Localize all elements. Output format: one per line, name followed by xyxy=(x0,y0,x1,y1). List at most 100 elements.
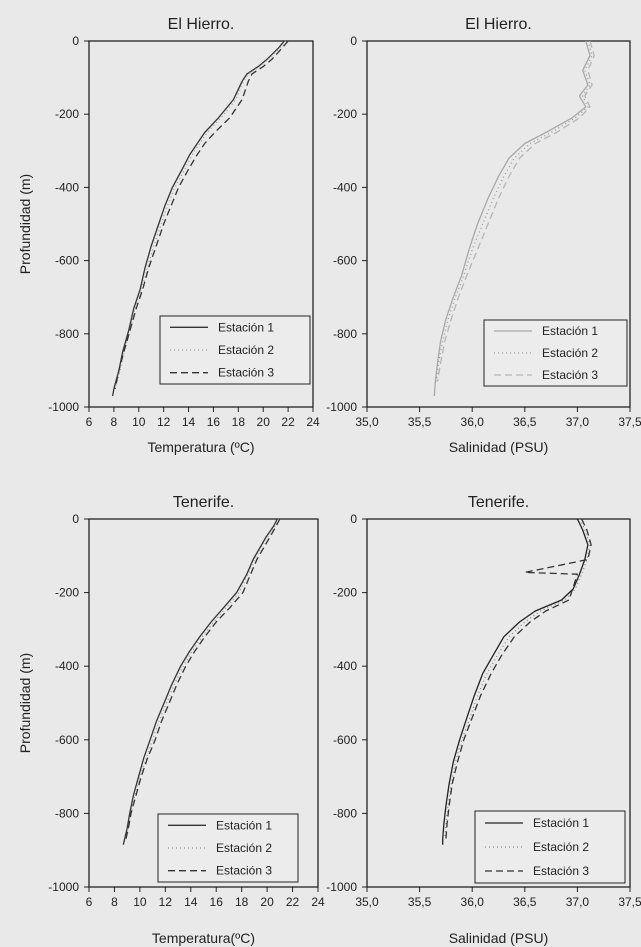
x-axis-label: Temperatura (ºC) xyxy=(147,439,254,455)
y-tick-label: -1000 xyxy=(326,880,357,894)
x-tick-label: 8 xyxy=(111,895,118,909)
x-tick-label: 36,5 xyxy=(513,895,537,909)
plot-frame xyxy=(88,518,319,888)
y-tick-label: 0 xyxy=(350,512,357,526)
x-tick-label: 6 xyxy=(86,895,93,909)
chart-panel-1: El Hierro. 6 8 10 12 14 16 18 20 22 24 0 -200 -400 -60… xyxy=(17,16,320,455)
series-line-3 xyxy=(125,518,281,840)
series-line-2 xyxy=(125,518,280,840)
y-tick-label: -1000 xyxy=(48,880,79,894)
x-tick-label: 37,5 xyxy=(618,895,641,909)
x-tick-label: 18 xyxy=(235,895,249,909)
legend-label-1: Estación 1 xyxy=(218,320,274,334)
y-axis-label: Profundidad (m) xyxy=(17,653,33,753)
series-line-1 xyxy=(433,40,591,397)
x-tick-label: 10 xyxy=(132,415,146,429)
legend-label-3: Estación 3 xyxy=(216,864,272,878)
y-tick-label: -200 xyxy=(55,586,79,600)
y-tick-label: -200 xyxy=(55,107,79,121)
x-tick-label: 12 xyxy=(157,415,171,429)
x-axis-label: Salinidad (PSU) xyxy=(449,930,549,946)
series-line-1 xyxy=(122,518,278,845)
x-tick-label: 36,0 xyxy=(461,895,485,909)
x-tick-label: 37,5 xyxy=(618,415,641,429)
plot-frame xyxy=(366,518,631,888)
legend-label-2: Estación 2 xyxy=(542,346,598,360)
x-tick-label: 37,0 xyxy=(566,895,590,909)
legend-label-3: Estación 3 xyxy=(533,864,589,878)
x-tick-label: 35,5 xyxy=(408,895,432,909)
y-tick-label: -200 xyxy=(333,107,357,121)
legend-label-3: Estación 3 xyxy=(218,366,274,380)
x-tick-label: 16 xyxy=(210,895,224,909)
legend: Estación 1 Estación 2 Estación 3 xyxy=(159,315,311,385)
y-tick-label: -600 xyxy=(55,733,79,747)
y-tick-label: 0 xyxy=(350,34,357,48)
legend-label-1: Estación 1 xyxy=(216,818,272,832)
chart-title: Tenerife. xyxy=(173,494,234,511)
x-tick-label: 20 xyxy=(260,895,274,909)
legend: Estación 1 Estación 2 Estación 3 xyxy=(157,813,299,883)
legend: Estación 1 Estación 2 Estación 3 xyxy=(483,319,628,387)
y-tick-label: -400 xyxy=(55,659,79,673)
chart-title: El Hierro. xyxy=(465,16,532,33)
legend-label-2: Estación 2 xyxy=(216,841,272,855)
x-tick-label: 35,0 xyxy=(355,895,379,909)
x-tick-label: 14 xyxy=(184,895,198,909)
y-tick-label: -200 xyxy=(333,586,357,600)
y-tick-label: 0 xyxy=(72,34,79,48)
chart-panel-3: Tenerife. 6 8 10 12 14 16 18 20 22 24 0 -200 -400 -600… xyxy=(17,494,325,946)
y-tick-label: -800 xyxy=(333,806,357,820)
x-tick-label: 14 xyxy=(182,415,196,429)
plot-frame xyxy=(366,40,631,408)
y-tick-label: -1000 xyxy=(48,400,79,414)
y-tick-label: -800 xyxy=(55,806,79,820)
x-tick-label: 18 xyxy=(232,415,246,429)
legend-label-2: Estación 2 xyxy=(218,343,274,357)
chart-panel-2: El Hierro. 35,0 35,5 36,0 36,5 37,0 37,5 0 -200 -… xyxy=(326,16,641,455)
x-tick-label: 36,5 xyxy=(513,415,537,429)
legend-label-3: Estación 3 xyxy=(542,368,598,382)
chart-title: Tenerife. xyxy=(468,494,529,511)
legend: Estación 1 Estación 2 Estación 3 xyxy=(474,810,626,884)
x-tick-label: 35,5 xyxy=(408,415,432,429)
y-tick-label: -1000 xyxy=(326,400,357,414)
y-tick-label: -800 xyxy=(333,327,357,341)
x-tick-label: 10 xyxy=(133,895,147,909)
x-axis-label: Salinidad (PSU) xyxy=(449,439,549,455)
series-line-3 xyxy=(114,40,289,389)
y-tick-label: 0 xyxy=(72,512,79,526)
series-line-3 xyxy=(445,518,592,840)
legend-label-2: Estación 2 xyxy=(533,840,589,854)
x-tick-label: 22 xyxy=(286,895,300,909)
y-tick-label: -400 xyxy=(333,180,357,194)
series-line-3 xyxy=(436,40,595,382)
series-line-1 xyxy=(111,40,285,397)
chart-title: El Hierro. xyxy=(168,16,235,33)
x-tick-label: 16 xyxy=(207,415,221,429)
x-tick-label: 36,0 xyxy=(461,415,485,429)
y-axis-label: Profundidad (m) xyxy=(17,174,33,274)
y-tick-label: -600 xyxy=(333,254,357,268)
x-tick-label: 12 xyxy=(159,895,173,909)
series-line-2 xyxy=(114,40,287,389)
series-line-2 xyxy=(444,518,591,840)
y-tick-label: -600 xyxy=(55,254,79,268)
y-tick-label: -600 xyxy=(333,733,357,747)
y-tick-label: -400 xyxy=(55,180,79,194)
x-axis-label: Temperatura(ºC) xyxy=(152,930,255,946)
legend-label-1: Estación 1 xyxy=(533,816,589,830)
x-tick-label: 20 xyxy=(257,415,271,429)
chart-panel-4: Tenerife. 35,0 35,5 36,0 36,5 37,0 37,5 0 -200 -4… xyxy=(326,494,641,946)
x-tick-label: 24 xyxy=(311,895,325,909)
series-line-1 xyxy=(442,518,589,845)
y-tick-label: -400 xyxy=(333,659,357,673)
x-tick-label: 35,0 xyxy=(355,415,379,429)
x-tick-label: 24 xyxy=(306,415,320,429)
x-tick-label: 37,0 xyxy=(566,415,590,429)
x-tick-label: 8 xyxy=(111,415,118,429)
legend-label-1: Estación 1 xyxy=(542,324,598,338)
x-tick-label: 22 xyxy=(281,415,295,429)
plot-frame xyxy=(88,40,314,408)
